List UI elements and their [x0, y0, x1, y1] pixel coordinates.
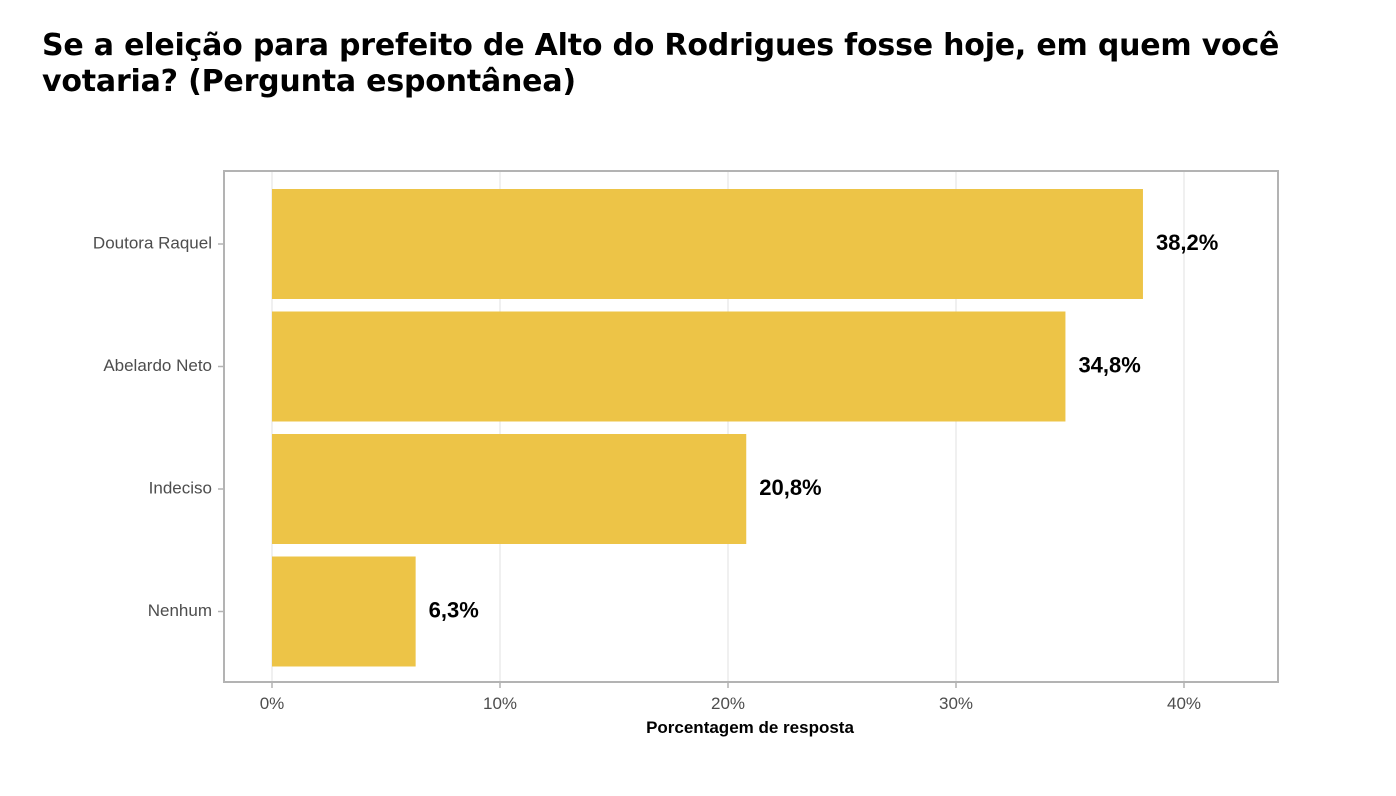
x-tick-labels: 0% 10% 20% 30% 40% — [260, 682, 1201, 713]
bar-0 — [272, 189, 1143, 299]
bar-3 — [272, 556, 416, 667]
category-label-0: Doutora Raquel — [93, 233, 212, 252]
value-label-1: 34,8% — [1078, 352, 1140, 377]
value-label-0: 38,2% — [1156, 230, 1218, 255]
category-label-3: Nenhum — [148, 601, 212, 620]
category-label-1: Abelardo Neto — [103, 356, 212, 375]
bars — [272, 189, 1143, 667]
value-label-2: 20,8% — [759, 475, 821, 500]
x-tick-label-1: 10% — [483, 694, 517, 713]
bar-2 — [272, 434, 747, 544]
x-tick-label-4: 40% — [1167, 694, 1201, 713]
category-labels: Doutora Raquel Abelardo Neto Indeciso Nenhu… — [93, 233, 224, 620]
bar-1 — [272, 311, 1066, 422]
plot-border — [223, 170, 1279, 683]
x-tick-label-0: 0% — [260, 694, 285, 713]
x-axis-title: Porcentagem de resposta — [646, 718, 854, 737]
chart-title: Se a eleição para prefeito de Alto do Ro… — [42, 28, 1280, 99]
x-tick-label-2: 20% — [711, 694, 745, 713]
x-tick-label-3: 30% — [939, 694, 973, 713]
value-labels: 38,2% 34,8% 20,8% 6,3% — [429, 230, 1219, 623]
value-label-3: 6,3% — [429, 597, 479, 622]
category-label-2: Indeciso — [149, 478, 212, 497]
